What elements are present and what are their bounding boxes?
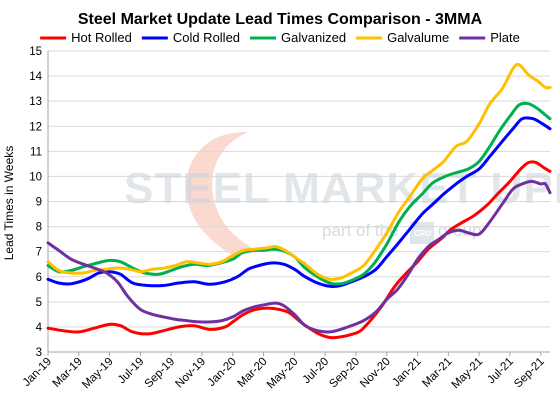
y-tick-label: 15 xyxy=(29,46,42,58)
watermark-cru-logo xyxy=(410,222,434,244)
x-tick-label: Jan-20 xyxy=(206,356,239,389)
y-tick-label: 13 xyxy=(29,96,42,108)
legend-label-cold-rolled: Cold Rolled xyxy=(173,30,240,45)
watermark-main-text: STEEL MARKET UPDATE xyxy=(124,164,560,213)
y-tick-label: 4 xyxy=(36,322,43,334)
y-tick-label: 8 xyxy=(36,222,42,234)
x-tick-label: Jan-21 xyxy=(390,356,423,389)
y-tick-label: 10 xyxy=(29,171,42,183)
x-tick-label: May-20 xyxy=(265,356,301,392)
x-tick-label: Mar-21 xyxy=(420,356,454,390)
axes xyxy=(47,51,550,356)
chart-legend: Hot Rolled Cold Rolled Galvanized Galvalume… xyxy=(40,30,520,45)
x-tick-label: Sep-19 xyxy=(143,356,178,391)
x-tick-label: Mar-20 xyxy=(235,356,269,390)
legend-label-plate: Plate xyxy=(490,30,520,45)
series-line-hot-rolled xyxy=(46,160,552,340)
x-tick-label: Sep-20 xyxy=(327,356,362,391)
series-line-cold-rolled xyxy=(46,116,552,288)
legend-label-galvanized: Galvanized xyxy=(281,30,346,45)
y-tick-label: 6 xyxy=(36,272,42,284)
x-tick-label: Nov-19 xyxy=(173,356,208,391)
x-tick-label: Jan-19 xyxy=(21,356,54,389)
x-tick-label: May-19 xyxy=(80,356,116,392)
x-tick-label: Mar-19 xyxy=(51,356,85,390)
watermark-sub-left: part of the xyxy=(322,221,399,240)
legend-label-galvalume: Galvalume xyxy=(387,30,449,45)
gridlines xyxy=(48,50,550,328)
series-line-galvalume xyxy=(46,62,552,281)
y-tick-label: 9 xyxy=(36,197,42,209)
y-tick-label: 7 xyxy=(36,247,42,259)
y-tick-label: 12 xyxy=(29,121,42,133)
watermark-cru-text: CRU xyxy=(414,229,432,238)
y-tick-label: 3 xyxy=(36,347,42,359)
y-tick-label: 11 xyxy=(30,146,42,158)
series-lines xyxy=(46,62,552,340)
y-axis-label: Lead Times in Weeks xyxy=(2,146,16,261)
y-tick-label: 14 xyxy=(29,71,42,83)
watermark-swoosh xyxy=(186,132,260,255)
x-tick-label: Sep-21 xyxy=(512,356,547,391)
x-tick-label: Nov-20 xyxy=(358,356,393,391)
y-tick-label: 5 xyxy=(36,297,42,309)
x-tick-label: May-21 xyxy=(450,356,486,392)
legend-label-hot-rolled: Hot Rolled xyxy=(71,30,132,45)
series-line-plate xyxy=(46,179,552,334)
chart-title: Steel Market Update Lead Times Compariso… xyxy=(78,11,483,28)
